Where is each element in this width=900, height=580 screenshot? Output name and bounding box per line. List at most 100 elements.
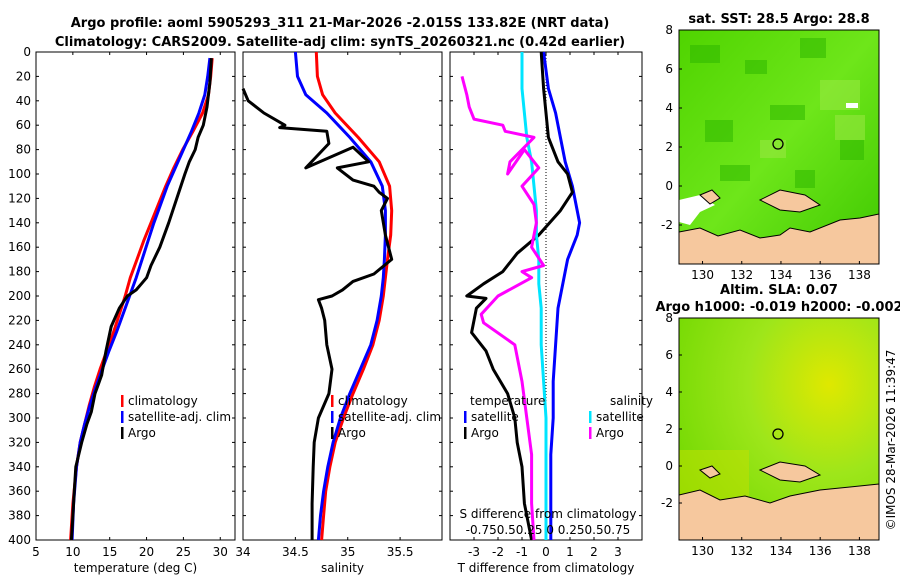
x-tick-label: 130 [691,268,714,282]
legend-label-sal-satellite: satellite [596,410,644,424]
y-tick-label: 220 [8,313,31,327]
x-tick-label: 30 [213,545,228,559]
legend-swatch-argo [121,427,124,439]
x-tick-label: 34.5 [282,545,309,559]
y-tick-label: 6 [665,62,673,76]
sst-map [679,30,879,264]
land-bird-head [758,189,822,213]
plot-frame [35,51,236,541]
x-tick-label: 134 [770,268,793,282]
x-tick-label: 132 [730,268,753,282]
y-tick-label: 320 [8,435,31,449]
legend-label-climatology: climatology [338,394,408,408]
sst-texture [690,38,864,188]
y-tick-label: 280 [8,387,31,401]
imos-timestamp: ©IMOS 28-Mar-2026 11:39:47 [884,350,898,531]
x-tick-label: 1 [566,545,574,559]
legend-label-climatology: climatology [128,394,198,408]
x-tick-label: 25 [176,545,191,559]
y-tick-label: 80 [16,143,31,157]
x-tick-label: 35 [340,545,355,559]
legend-swatch-satellite-adj [331,411,334,423]
land-island [698,465,721,479]
y-tick-label: 8 [665,23,673,37]
y-tick-label: 120 [8,191,31,205]
y-tick-label: 400 [8,533,31,547]
x-tick-label: 132 [730,544,753,558]
legend-label-temp-satellite: satellite [471,410,519,424]
x-tick-label: 10 [65,545,80,559]
x-tick-label: 15 [102,545,117,559]
sla-map [679,318,879,540]
x-tick-label: 0 [542,545,550,559]
sst-map-axes: 130 132 134 136 138 -2 0 2 4 6 8 [661,23,871,282]
y-tick-label: 100 [8,167,31,181]
y-tick-label: 4 [665,385,673,399]
legend-swatch-sal-satellite [589,411,592,423]
land-island [699,189,721,205]
land-new-guinea [679,213,879,264]
x-tick-label: -1 [516,545,528,559]
x-tick-label: 138 [848,268,871,282]
salinity-panel: 34 34.5 35 35.5 salinity [235,51,443,575]
plot-frame [242,51,443,541]
x-tick-label: 35.5 [387,545,414,559]
x-tick-label: 130 [691,544,714,558]
y-tick-label: 6 [665,348,673,362]
y-tick-label: -2 [661,496,673,510]
land-new-guinea [679,483,879,540]
x-tick-label: 134 [770,544,793,558]
series-satellite-adj-clim [293,51,387,541]
figure-title-line2: Climatology: CARS2009. Satellite-adj cli… [55,35,625,50]
y-tick-label: 20 [16,69,31,83]
difference-legend: temperature salinity satellite Argo sate… [464,394,653,440]
legend-label-temp-argo: Argo [471,426,499,440]
y-tick-label: 8 [665,311,673,325]
series-temperature-satellite [542,51,582,540]
difference-panel: -3 -2 -1 0 1 2 3 T difference from climatology [449,51,643,575]
y-tick-label: 180 [8,265,31,279]
y-tick-label: 300 [8,411,31,425]
legend-swatch-satellite-adj [121,411,124,423]
y-tick-label: 360 [8,484,31,498]
series-argo [69,58,213,541]
temperature-panel: 0 20 40 60 80 100 120 140 160 180 200 220 240 260 280 3… [8,45,236,575]
legend-header-temperature: temperature [470,394,545,408]
salinity-legend: climatology satellite-adj. clim Argo [331,394,441,440]
x-tick-label: 5 [32,545,40,559]
x-tick-label: 138 [848,544,871,558]
x-tick-label: -2 [492,545,504,559]
legend-swatch-climatology [331,395,334,407]
argo-float-marker [772,138,784,150]
y-tick-label: 40 [16,94,31,108]
legend-swatch-climatology [121,395,124,407]
temperature-legend: climatology satellite-adj. clim Argo [121,394,231,440]
y-tick-label: 240 [8,338,31,352]
x-tick-label: 3 [614,545,622,559]
s-difference-axis-label: S difference from climatology [460,507,637,521]
series-argo [241,88,394,540]
legend-swatch-temp-satellite [464,411,467,423]
legend-label-argo: Argo [128,426,156,440]
legend-header-salinity: salinity [610,394,653,408]
legend-swatch-temp-argo [464,427,467,439]
series-temperature-argo [465,51,574,541]
x-tick-label: 136 [809,268,832,282]
x-tick-label: -3 [468,545,480,559]
legend-swatch-sal-argo [589,427,592,439]
sst-map-title: sat. SST: 28.5 Argo: 28.8 [688,12,869,27]
x-axis-label: T difference from climatology [457,561,635,575]
y-tick-label: 2 [665,140,673,154]
legend-label-satellite-adj: satellite-adj. clim [338,410,441,424]
y-tick-label: 4 [665,101,673,115]
y-tick-label: 200 [8,289,31,303]
x-tick-label: 20 [139,545,154,559]
argo-float-marker [772,428,784,440]
y-tick-label: 160 [8,240,31,254]
series-salinity-argo [460,76,546,541]
y-tick-label: 260 [8,362,31,376]
s-difference-axis-ticks: -0.750.50.25 0 0.250.50.75 [466,523,631,537]
y-tick-label: 340 [8,460,31,474]
y-tick-label: 0 [665,459,673,473]
